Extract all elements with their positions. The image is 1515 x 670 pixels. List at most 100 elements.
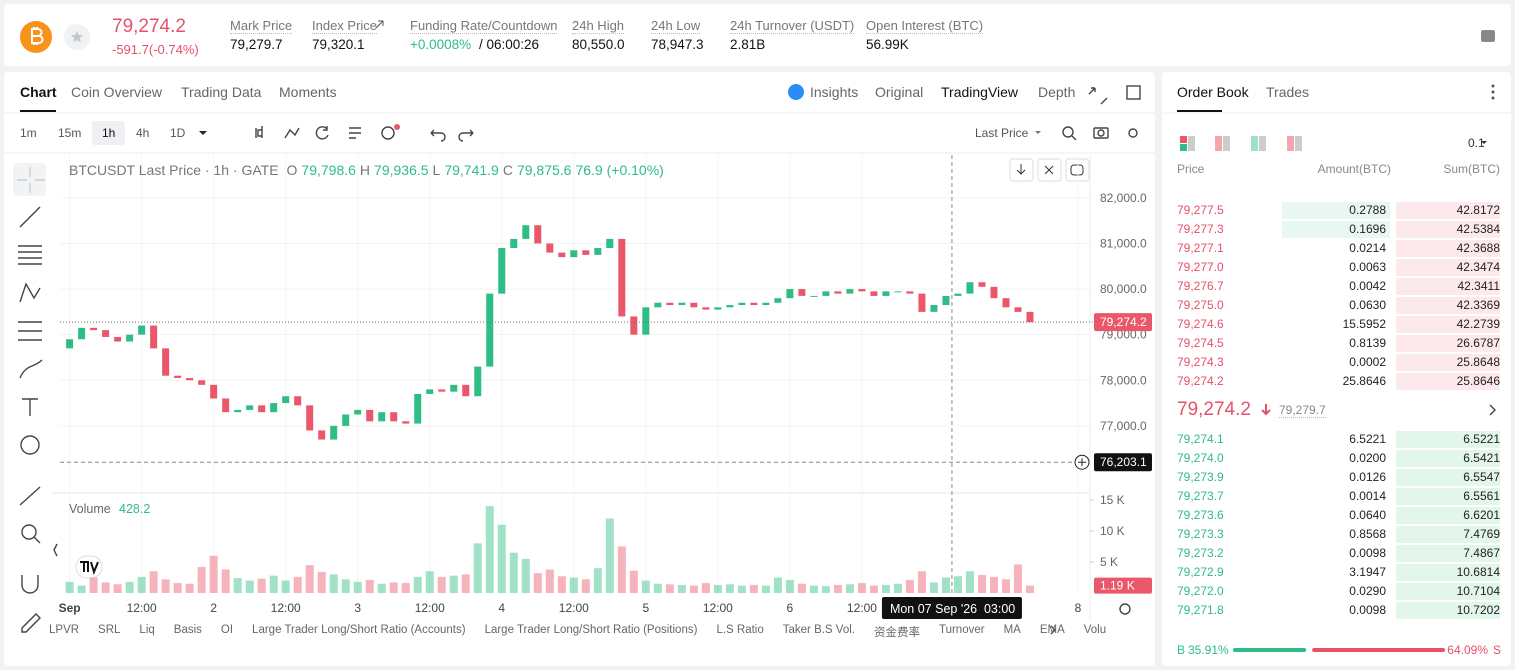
indicator-tab[interactable]: Volu [1083, 624, 1107, 636]
caret [1035, 131, 1041, 134]
interval[interactable]: 1m [20, 126, 37, 140]
volume-bar [137, 576, 146, 593]
book-amount: 0.0214 [1349, 241, 1386, 255]
crosshair-date: Mon 07 Sep '26 [890, 602, 977, 616]
indicator-bar: LPVR SRL Liq Basis OI Large Trader Long/Short… [49, 624, 1106, 640]
star [71, 31, 83, 43]
indicator-tab[interactable]: LPVR [49, 624, 80, 636]
crosshair-price: 76,203.1 [1100, 455, 1147, 469]
book-sum: 26.6787 [1456, 336, 1500, 350]
col-head: Price [1177, 162, 1205, 176]
x-tick-label: 12:00 [271, 601, 301, 615]
book-price: 79,272.9 [1177, 565, 1224, 579]
interval[interactable]: 1h [102, 126, 116, 140]
volume-bar [941, 577, 950, 593]
y-tick-label: 81,000.0 [1100, 236, 1147, 250]
indicator-tab[interactable]: EMA [1039, 624, 1065, 636]
indicator-tab[interactable]: SRL [98, 624, 121, 636]
tab[interactable]: Coin Overview [71, 84, 163, 100]
candle [990, 286, 998, 299]
indicator-tab[interactable]: L.S Ratio [716, 624, 764, 636]
book-tab[interactable]: Trades [1266, 84, 1310, 100]
volume-bar [401, 583, 410, 593]
volume-bar [965, 571, 974, 593]
indicator-tab[interactable]: Basis [173, 624, 202, 636]
btc-glyph [31, 27, 44, 45]
volume-bar [1025, 585, 1034, 593]
book-sum: 42.8172 [1456, 203, 1500, 217]
x-tick-label: 6 [787, 601, 794, 615]
book-amount: 0.8568 [1349, 527, 1386, 541]
candle [318, 430, 326, 440]
view-tab[interactable]: TradingView [941, 84, 1019, 100]
volume-bar [905, 579, 914, 593]
book-amount: 0.0290 [1349, 584, 1386, 598]
indicator-tab[interactable]: 资金费率 [873, 627, 920, 639]
volume-bar [473, 543, 482, 593]
book-amount: 25.8646 [1342, 374, 1386, 388]
amount-bg [1282, 221, 1390, 238]
x-tick-label: 12:00 [559, 601, 589, 615]
indicator-tab[interactable]: Turnover [938, 624, 985, 636]
volume-bar [341, 579, 350, 593]
sum-bg [1396, 564, 1500, 581]
sum-bg [1396, 297, 1500, 314]
candle [1014, 307, 1022, 312]
precision[interactable]: 0.1 [1468, 136, 1485, 150]
volume-bar [713, 584, 722, 593]
candle [678, 302, 686, 306]
candle [606, 238, 614, 249]
volume-bar [545, 569, 554, 593]
candle [822, 291, 830, 296]
badge [394, 124, 400, 130]
candle [510, 238, 518, 249]
tab[interactable]: Chart [20, 84, 57, 100]
book-price: 79,274.1 [1177, 432, 1224, 446]
candle [714, 307, 722, 310]
chart-legend: BTCUSDT Last Price · 1h · GATE O 79,798.6 H… [69, 162, 664, 178]
indicator-tab[interactable]: Large Trader Long/Short Ratio (Accounts) [252, 624, 466, 636]
indicator-tab[interactable]: Taker B.S Vol. [782, 624, 855, 636]
ohlc-value: 79,936.5 [374, 162, 429, 178]
candle [378, 412, 386, 422]
view-tab[interactable]: Depth [1038, 84, 1076, 100]
dot [1491, 84, 1495, 88]
crosshair-plus [1078, 458, 1086, 467]
tab[interactable]: Moments [279, 84, 337, 100]
view-tab[interactable]: Original [875, 84, 924, 100]
candle [462, 384, 470, 397]
book-layout-icons [1180, 136, 1302, 151]
price-source[interactable]: Last Price [975, 126, 1029, 140]
sum-bg [1396, 450, 1500, 467]
volume-bar [197, 566, 206, 593]
volume-bar [869, 585, 878, 593]
last-price-label: 79,274.2 [1100, 315, 1147, 329]
volume-bar [365, 579, 374, 593]
indicator-tab[interactable]: MA [1003, 624, 1021, 636]
view-tab[interactable]: Insights [810, 84, 859, 100]
interval[interactable]: 15m [58, 126, 82, 140]
candle [654, 302, 662, 308]
indicator-tab[interactable]: Large Trader Long/Short Ratio (Positions… [484, 624, 698, 636]
book-amount: 0.0042 [1349, 279, 1386, 293]
sum-bg [1396, 240, 1500, 257]
y-tick-label: 77,000.0 [1100, 419, 1147, 433]
interval[interactable]: 4h [136, 126, 150, 140]
ohlc-key: C [502, 162, 513, 178]
indicator-tab[interactable]: Liq [139, 624, 155, 636]
tab[interactable]: Trading Data [181, 84, 262, 100]
stat-value: 2.81B [730, 37, 766, 52]
candle [546, 243, 554, 253]
indicator-tab[interactable]: OI [220, 624, 234, 636]
menu-icon[interactable] [1481, 30, 1495, 42]
y-tick-label: 15 K [1100, 493, 1125, 507]
book-tab[interactable]: Order Book [1177, 84, 1249, 100]
volume-bar [821, 586, 830, 593]
volume-bar [1013, 564, 1022, 593]
interval[interactable]: 1D [170, 126, 186, 140]
volume-bar [785, 579, 794, 593]
volume-bar [773, 577, 782, 593]
caret [1481, 141, 1487, 144]
volume-bar [929, 582, 938, 593]
candle [906, 291, 914, 294]
